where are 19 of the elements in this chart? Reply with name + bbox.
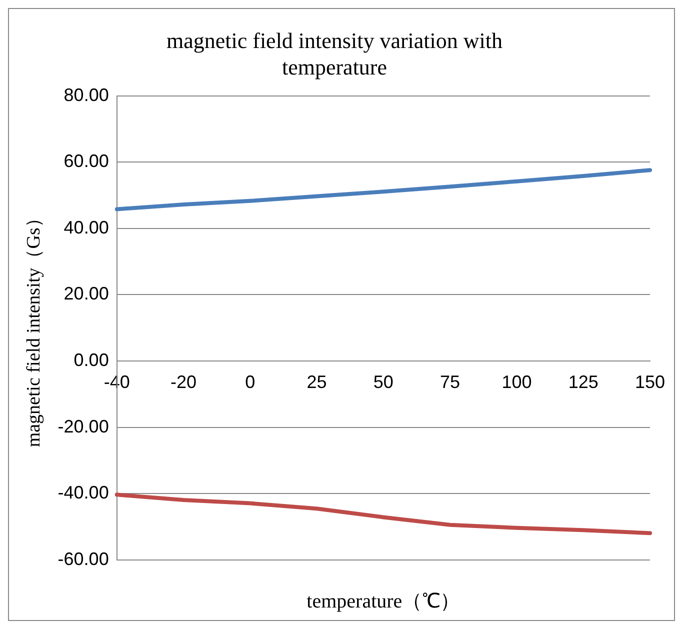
chart-title: magnetic field intensity variation with temperature	[166, 28, 503, 80]
y-tick-label: 60.00	[64, 151, 109, 172]
y-tick-label: 20.00	[64, 284, 109, 304]
y-tick-label: 40.00	[64, 217, 109, 238]
x-tick-label: 50	[373, 372, 394, 392]
y-tick-label: -20.00	[58, 416, 109, 436]
x-tick-label: 75	[440, 372, 460, 392]
x-tick-label: 100	[502, 372, 532, 392]
x-tick-label: -20	[170, 372, 196, 392]
y-tick-label: 0.00	[74, 350, 109, 370]
x-tick-label: 0	[245, 372, 256, 392]
y-axis-title: magnetic field intensity（Gs）	[23, 208, 44, 448]
x-tick-label: 25	[306, 372, 327, 392]
x-axis-title: temperature（℃）	[306, 590, 460, 612]
y-tick-label: -40.00	[58, 482, 109, 503]
x-tick-label: 125	[568, 372, 598, 392]
y-tick-label: -60.00	[58, 548, 109, 569]
y-tick-label: 80.00	[64, 84, 109, 105]
x-tick-label: 150	[634, 372, 666, 392]
